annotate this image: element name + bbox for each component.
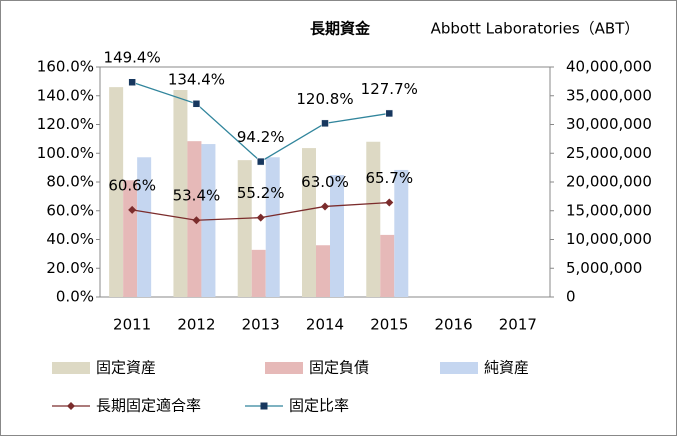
legend-label: 固定資産 xyxy=(96,359,156,377)
y-tick-label: 140.0% xyxy=(37,86,94,104)
y-tick-label: 120.0% xyxy=(37,115,94,133)
y-tick-label: 100.0% xyxy=(37,144,94,162)
legend-label: 固定比率 xyxy=(289,397,349,415)
x-tick-label: 2015 xyxy=(370,316,408,334)
y2-tick-label: 35,000,000 xyxy=(566,86,652,104)
data-label: 134.4% xyxy=(168,70,225,88)
data-label: 60.6% xyxy=(108,176,156,194)
y2-tick-label: 25,000,000 xyxy=(566,144,652,162)
marker xyxy=(256,157,265,166)
chart-subtitle: Abbott Laboratories（ABT） xyxy=(431,20,640,38)
y2-tick-label: 0 xyxy=(566,288,576,306)
y-tick-label: 160.0% xyxy=(37,58,94,76)
bar xyxy=(201,144,216,297)
x-tick-label: 2012 xyxy=(177,316,215,334)
marker xyxy=(192,100,201,108)
x-tick-label: 2017 xyxy=(499,316,537,334)
y2-tick-label: 30,000,000 xyxy=(566,115,652,133)
marker xyxy=(192,216,201,225)
x-tick-label: 2016 xyxy=(434,316,472,334)
bar xyxy=(316,245,330,297)
bar xyxy=(237,160,252,297)
data-label: 65.7% xyxy=(365,169,413,187)
data-label: 63.0% xyxy=(301,173,349,191)
legend-label: 純資産 xyxy=(484,359,529,377)
marker xyxy=(128,78,136,86)
marker xyxy=(321,119,329,128)
marker xyxy=(385,198,394,207)
y2-tick-label: 15,000,000 xyxy=(566,201,652,219)
data-label: 55.2% xyxy=(237,184,285,202)
data-label: 127.7% xyxy=(361,80,418,98)
marker xyxy=(321,202,329,211)
legend-marker xyxy=(260,402,268,410)
bar xyxy=(265,157,280,297)
bar xyxy=(137,157,152,297)
y-tick-label: 40.0% xyxy=(46,230,94,248)
legend-label: 固定負債 xyxy=(309,359,369,377)
data-label: 149.4% xyxy=(104,49,161,67)
bar xyxy=(173,90,188,297)
bar xyxy=(380,234,395,297)
bar xyxy=(366,141,381,297)
marker xyxy=(128,205,137,214)
legend-label: 長期固定適合率 xyxy=(96,397,201,415)
bar xyxy=(251,249,266,297)
bar xyxy=(123,180,138,297)
bar xyxy=(302,148,316,297)
bar xyxy=(109,87,124,297)
chart-title: 長期資金 xyxy=(310,20,371,38)
y2-tick-label: 10,000,000 xyxy=(566,230,652,248)
y-tick-label: 20.0% xyxy=(46,259,94,277)
marker xyxy=(256,213,265,222)
marker xyxy=(385,109,394,118)
data-label: 53.4% xyxy=(173,187,221,205)
x-tick-label: 2011 xyxy=(113,316,151,334)
legend-swatch xyxy=(440,362,478,374)
data-label: 120.8% xyxy=(296,90,353,108)
y2-tick-label: 40,000,000 xyxy=(566,58,652,76)
x-tick-label: 2013 xyxy=(242,316,280,334)
legend-swatch xyxy=(52,362,90,374)
y-tick-label: 0.0% xyxy=(56,288,94,306)
legend-marker xyxy=(67,402,75,410)
bar xyxy=(330,175,344,297)
x-tick-label: 2014 xyxy=(306,316,344,334)
bar xyxy=(394,169,409,297)
y-tick-label: 80.0% xyxy=(46,173,94,191)
y2-tick-label: 20,000,000 xyxy=(566,173,652,191)
legend-swatch xyxy=(265,362,303,374)
y-tick-label: 60.0% xyxy=(46,201,94,219)
y2-tick-label: 5,000,000 xyxy=(566,259,642,277)
data-label: 94.2% xyxy=(237,128,285,146)
